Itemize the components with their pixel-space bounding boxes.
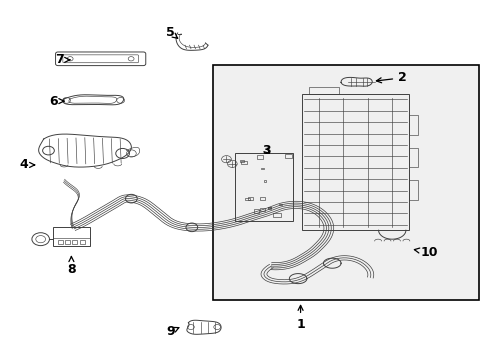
Text: 4: 4 [19, 158, 35, 171]
Bar [256, 156, 263, 159]
Bar [58, 240, 62, 244]
Bar [65, 240, 70, 244]
Bar [309, 87, 338, 94]
Bar [245, 198, 249, 201]
Text: 7: 7 [55, 53, 70, 66]
Bar [263, 180, 265, 181]
Bar [247, 197, 252, 200]
Text: 9: 9 [166, 325, 179, 338]
Text: 5: 5 [165, 26, 177, 39]
Bar [268, 207, 270, 208]
Text: 3: 3 [262, 144, 270, 157]
Bar [302, 94, 408, 230]
Text: 10: 10 [413, 246, 438, 259]
Bar [267, 207, 270, 209]
Text: 8: 8 [67, 257, 76, 276]
Bar [72, 240, 77, 244]
Bar [240, 159, 244, 162]
Text: 2: 2 [376, 71, 406, 84]
Bar [285, 154, 291, 158]
Bar [388, 244, 396, 258]
Bar [408, 116, 417, 135]
Bar [377, 244, 385, 258]
Bar [273, 213, 280, 217]
Bar [253, 209, 259, 213]
Bar [212, 65, 478, 300]
Bar [260, 208, 264, 211]
Bar [53, 227, 90, 246]
Bar [259, 197, 264, 201]
Bar [241, 161, 246, 165]
Bar [234, 153, 293, 221]
Bar [80, 240, 84, 244]
Bar [373, 241, 410, 261]
Bar [399, 244, 407, 258]
Text: 1: 1 [296, 305, 305, 331]
Bar [279, 204, 282, 206]
Bar [408, 180, 417, 200]
Bar [261, 168, 264, 170]
Bar [408, 148, 417, 167]
Text: 6: 6 [49, 95, 64, 108]
